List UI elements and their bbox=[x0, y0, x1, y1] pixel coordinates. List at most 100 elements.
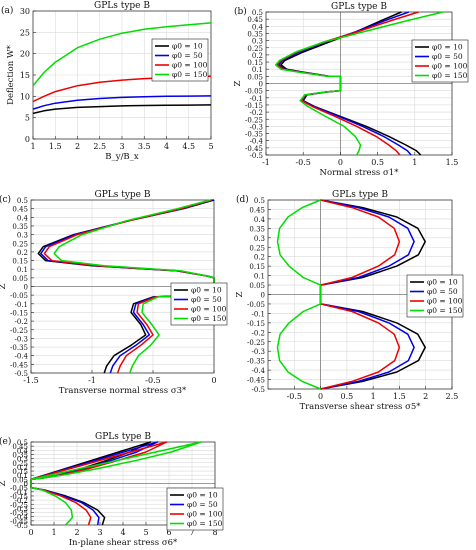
y-tick-label: -0.5 bbox=[252, 386, 266, 394]
y-tick-label: -0.3 bbox=[250, 123, 264, 131]
legend-label: φ0 = 10 bbox=[432, 43, 463, 52]
y-tick-label: 0.25 bbox=[12, 240, 28, 248]
y-tick-label: 0.1 bbox=[252, 66, 263, 74]
y-tick-label: 5 bbox=[25, 114, 30, 123]
y-axis-label: Deflection W* bbox=[6, 44, 16, 104]
y-tick-label: -0.05 bbox=[10, 292, 28, 300]
y-tick-label: -0.45 bbox=[245, 145, 263, 153]
y-tick-label: 15 bbox=[20, 71, 30, 80]
legend-label: φ0 = 100 bbox=[191, 305, 227, 314]
panel-b: -1 -0.5 0 0.5 1 1.5-0.5-0.45-0.4-0.35-0.3-0.2… bbox=[233, 2, 469, 178]
y-tick-label: 25 bbox=[20, 28, 30, 37]
y-tick-label: -0.1 bbox=[250, 95, 264, 103]
y-tick-label: 0.15 bbox=[249, 263, 265, 271]
y-tick-label: 0.2 bbox=[252, 52, 263, 60]
y-tick-label: 0.35 bbox=[247, 30, 263, 38]
y-tick-label: 0.3 bbox=[254, 235, 265, 243]
panel-e: 0 1 2 3 4 5 6 7 8 -0.5-0.45-0.4-0.35-0.3-0.25-0.2… bbox=[0, 432, 224, 548]
x-axis-label: Normal stress σ1* bbox=[320, 168, 400, 178]
x-tick-label: -0.5 bbox=[145, 376, 160, 385]
y-tick-label: 0.15 bbox=[12, 258, 28, 266]
x-tick-label: 4 bbox=[164, 142, 169, 151]
y-tick-label: -0.05 bbox=[10, 485, 28, 493]
y-tick-label: -0.5 bbox=[250, 152, 264, 160]
x-tick-label: 2 bbox=[423, 392, 428, 401]
y-tick-label: 0.05 bbox=[12, 275, 28, 283]
y-tick-label: 0.4 bbox=[252, 23, 264, 31]
y-tick-label: -0.45 bbox=[10, 518, 28, 526]
y-tick-label: 0.45 bbox=[249, 206, 265, 214]
x-tick-label: -0.5 bbox=[295, 158, 310, 167]
y-tick-label: 0 bbox=[259, 81, 263, 89]
panel-label: (d) bbox=[236, 194, 249, 205]
x-tick-label: 4 bbox=[120, 528, 125, 537]
y-axis-label: Z bbox=[233, 80, 243, 86]
legend-label: φ0 = 150 bbox=[191, 314, 227, 323]
y-tick-label: 20 bbox=[20, 50, 30, 59]
y-axis-label: Z bbox=[0, 283, 8, 289]
x-tick-label: 4.5 bbox=[182, 142, 195, 151]
legend-label: φ0 = 10 bbox=[191, 286, 222, 295]
y-tick-label: 10 bbox=[20, 92, 30, 101]
chart-title: GPLs type B bbox=[95, 190, 151, 200]
y-tick-label: -0.2 bbox=[15, 497, 29, 505]
x-tick-label: 0 bbox=[318, 392, 323, 401]
y-tick-label: 0 bbox=[25, 135, 30, 144]
series-line-0 bbox=[32, 104, 212, 115]
x-tick-label: 1.5 bbox=[446, 158, 459, 167]
y-tick-label: 0.15 bbox=[247, 59, 263, 67]
x-tick-label: 1 bbox=[51, 528, 56, 537]
y-tick-label: 0.5 bbox=[254, 197, 265, 205]
y-tick-label: -0.15 bbox=[10, 493, 28, 501]
x-tick-label: -1.5 bbox=[23, 376, 38, 385]
y-tick-label: 0.45 bbox=[12, 443, 28, 451]
x-tick-label: 1 bbox=[412, 158, 417, 167]
legend-label: φ0 = 100 bbox=[172, 61, 208, 70]
y-tick-label: -0.25 bbox=[247, 339, 265, 347]
y-tick-label: -0.25 bbox=[10, 501, 28, 509]
y-tick-label: -0.4 bbox=[250, 138, 264, 146]
y-tick-label: 0.35 bbox=[12, 451, 28, 459]
chart-title: GPLs type B bbox=[95, 432, 151, 442]
y-tick-label: -0.35 bbox=[247, 358, 265, 366]
y-tick-label: 0.25 bbox=[249, 244, 265, 252]
y-tick-label: -0.45 bbox=[247, 377, 265, 385]
series-line-3 bbox=[274, 11, 444, 156]
x-tick-label: 7 bbox=[189, 528, 194, 537]
y-tick-label: 0.05 bbox=[249, 282, 265, 290]
panel-d: -0.5 0 0.5 1 1.5 2 2.5-0.5-0.45-0.4-0.35-0.3-0… bbox=[235, 190, 464, 412]
y-tick-label: 0.25 bbox=[247, 45, 263, 53]
chart-title: GPLs type B bbox=[332, 190, 388, 200]
y-tick-label: 0.5 bbox=[252, 9, 263, 17]
y-tick-label: 0.15 bbox=[12, 468, 28, 476]
x-tick-label: -0.5 bbox=[287, 392, 302, 401]
x-tick-label: 3.5 bbox=[138, 142, 151, 151]
y-tick-label: 0.4 bbox=[17, 214, 29, 222]
y-tick-label: 0.2 bbox=[17, 464, 28, 472]
x-tick-label: -1 bbox=[88, 376, 96, 385]
legend-label: φ0 = 150 bbox=[187, 519, 223, 528]
y-tick-label: -0.1 bbox=[15, 489, 29, 497]
y-tick-label: 0.35 bbox=[249, 225, 265, 233]
legend-label: φ0 = 10 bbox=[187, 491, 218, 500]
y-tick-label: -0.2 bbox=[250, 109, 264, 117]
series-line-3 bbox=[276, 199, 322, 390]
y-tick-label: 0.4 bbox=[254, 216, 266, 224]
x-tick-label: 1 bbox=[371, 392, 376, 401]
y-tick-label: 0 bbox=[24, 481, 28, 489]
x-axis-label: In-plane shear stress σ6* bbox=[69, 538, 178, 548]
x-tick-label: 3 bbox=[119, 142, 124, 151]
y-tick-label: 0.3 bbox=[17, 232, 28, 240]
x-tick-label: 0 bbox=[28, 528, 33, 537]
x-axis-label: Transverse normal stress σ3* bbox=[59, 386, 187, 396]
y-tick-label: 0 bbox=[24, 284, 28, 292]
y-tick-label: 0.1 bbox=[254, 273, 265, 281]
y-tick-label: 0.45 bbox=[247, 16, 263, 24]
legend-label: φ0 = 10 bbox=[427, 278, 458, 287]
x-tick-label: 2 bbox=[74, 528, 79, 537]
series-line-1 bbox=[32, 95, 212, 110]
x-tick-label: -1 bbox=[262, 158, 270, 167]
y-tick-label: 0.4 bbox=[17, 447, 29, 455]
